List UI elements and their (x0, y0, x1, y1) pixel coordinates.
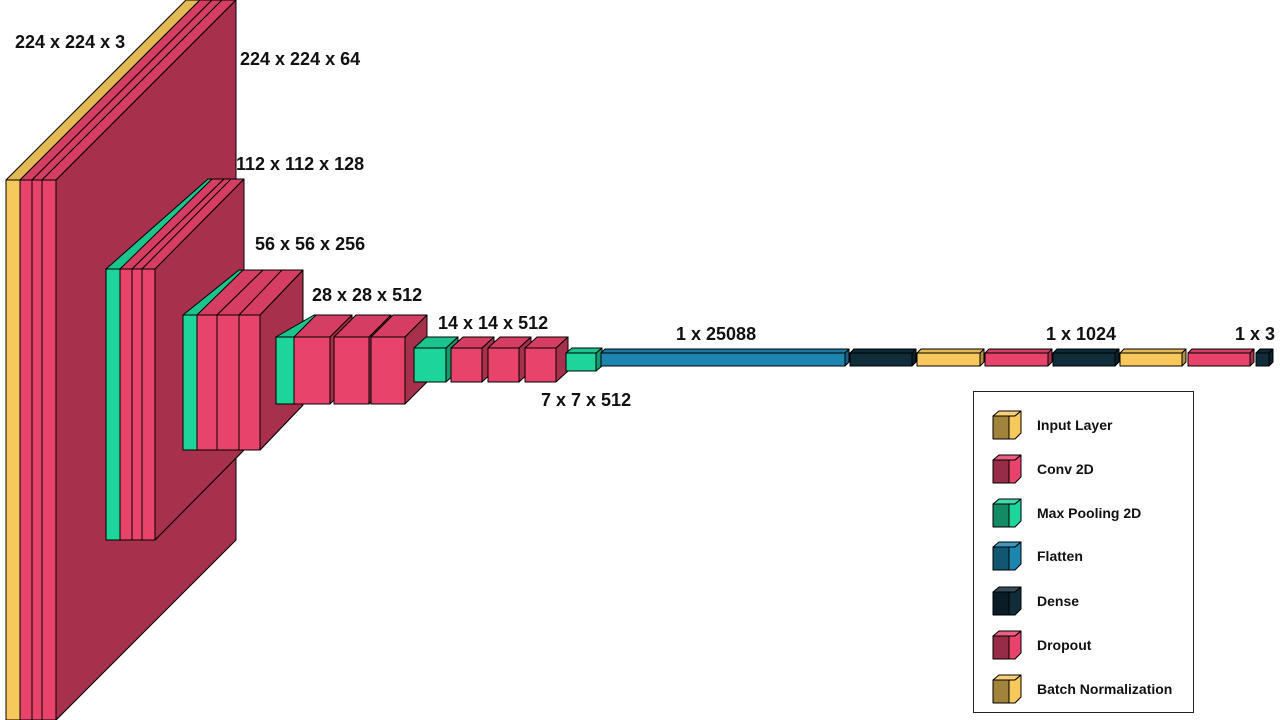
pool1-slab-front-face (105, 268, 121, 541)
conv4-slab-b-front-face (333, 336, 370, 405)
dropout2-bar (1187, 348, 1255, 367)
conv5-slab-a (450, 336, 495, 383)
dense1-bar-front-face (849, 352, 913, 367)
block1-dim-label: 224 x 224 x 64 (240, 49, 361, 69)
pool5-slab (565, 347, 603, 372)
batchnorm1-bar-front-face (916, 352, 981, 367)
flatten-dim-label: 1 x 25088 (676, 324, 757, 344)
max-pooling-2d-icon (992, 498, 1022, 528)
input-layer-icon-left (992, 415, 1010, 440)
dropout-icon-left (992, 635, 1010, 660)
conv4-slab-a-front-face (293, 336, 331, 405)
conv3-slab-c-front-face (238, 314, 261, 451)
conv4-slab-c-front-face (370, 336, 406, 405)
flatten-icon (992, 541, 1022, 571)
dense-icon-left (992, 591, 1010, 616)
conv-2d-icon (992, 454, 1022, 484)
legend-label: Max Pooling 2D (1037, 505, 1142, 521)
pool3-slab-front-face (275, 336, 295, 405)
dropout-icon (992, 630, 1022, 660)
conv2-slab-b-front-face (131, 268, 143, 541)
conv5-slab-b-front-face (487, 347, 520, 383)
output-dense-bar-front-face (1255, 352, 1270, 367)
dense2-bar-front-face (1052, 352, 1116, 367)
dense-dim-label: 1 x 1024 (1046, 324, 1117, 344)
dropout1-bar-top-face (984, 348, 1053, 354)
pool5-dim-label: 7 x 7 x 512 (541, 390, 632, 410)
dense1-bar (849, 348, 917, 367)
pool4-slab-front-face (413, 347, 447, 383)
flatten-bar-top-face (600, 348, 850, 354)
batchnorm2-bar-front-face (1119, 352, 1183, 367)
dropout-icon-right (1008, 630, 1022, 660)
flatten-bar (600, 348, 850, 367)
conv5-slab-a-front-face (450, 347, 483, 383)
dropout2-bar-front-face (1187, 352, 1251, 367)
input-dim-label: 224 x 224 x 3 (15, 32, 126, 52)
conv-2d-icon-right (1008, 454, 1022, 484)
legend-label: Flatten (1037, 548, 1083, 564)
conv1-slab-a-front-face (19, 179, 33, 720)
conv5-slab-c (524, 336, 569, 383)
batchnorm1-bar (916, 348, 985, 367)
pool5-slab-front-face (565, 352, 597, 372)
conv5-slab-c-front-face (524, 347, 557, 383)
block4-dim-label: 28 x 28 x 512 (312, 285, 423, 305)
pool5-slab-top-face (565, 347, 603, 354)
batch-normalization-icon-right (1008, 674, 1022, 704)
input-layer-icon-right (1008, 410, 1022, 440)
output-dim-label: 1 x 3 (1235, 324, 1276, 344)
legend-label: Input Layer (1037, 417, 1113, 433)
legend: Input Layer Conv 2D Max Pooling 2D Flatt… (973, 391, 1194, 713)
dropout1-bar (984, 348, 1053, 367)
conv3-slab-b-front-face (216, 314, 240, 451)
legend-item-max-pooling-2d: Max Pooling 2D (974, 498, 1193, 528)
conv1-slab-b-front-face (31, 179, 43, 720)
dropout1-bar-front-face (984, 352, 1049, 367)
legend-label: Dropout (1037, 637, 1092, 653)
conv2-slab-a-front-face (119, 268, 133, 541)
conv1-slab-c-front-face (41, 179, 57, 720)
dense-icon-right (1008, 586, 1022, 616)
pool2-slab-front-face (182, 314, 198, 451)
dense2-bar-top-face (1052, 348, 1120, 354)
flatten-icon-right (1008, 541, 1022, 571)
legend-item-flatten: Flatten (974, 541, 1193, 571)
batch-normalization-icon-left (992, 679, 1010, 704)
block5-dim-label: 14 x 14 x 512 (438, 313, 549, 333)
max-pooling-2d-icon-left (992, 503, 1010, 528)
legend-label: Batch Normalization (1037, 681, 1173, 697)
dense1-bar-top-face (849, 348, 917, 354)
batchnorm1-bar-top-face (916, 348, 985, 354)
legend-item-input-layer: Input Layer (974, 410, 1193, 440)
max-pooling-2d-icon-right (1008, 498, 1022, 528)
legend-item-dropout: Dropout (974, 630, 1193, 660)
batch-normalization-icon (992, 674, 1022, 704)
legend-item-conv-2d: Conv 2D (974, 454, 1193, 484)
batchnorm2-bar-top-face (1119, 348, 1187, 354)
input-layer-slab-front-face (5, 179, 21, 720)
output-dense-bar (1255, 348, 1274, 367)
legend-label: Conv 2D (1037, 461, 1094, 477)
flatten-bar-front-face (600, 352, 846, 367)
input-layer-icon (992, 410, 1022, 440)
conv-2d-icon-left (992, 459, 1010, 484)
dense-icon (992, 586, 1022, 616)
legend-label: Dense (1037, 593, 1080, 609)
conv3-slab-a-front-face (196, 314, 218, 451)
block3-dim-label: 56 x 56 x 256 (255, 234, 366, 254)
dense2-bar (1052, 348, 1120, 367)
legend-item-batch-normalization: Batch Normalization (974, 674, 1193, 704)
batchnorm2-bar (1119, 348, 1187, 367)
dropout2-bar-top-face (1187, 348, 1255, 354)
flatten-icon-left (992, 546, 1010, 571)
legend-item-dense: Dense (974, 586, 1193, 616)
block2-dim-label: 112 x 112 x 128 (236, 154, 365, 174)
conv2-slab-c-front-face (141, 268, 156, 541)
